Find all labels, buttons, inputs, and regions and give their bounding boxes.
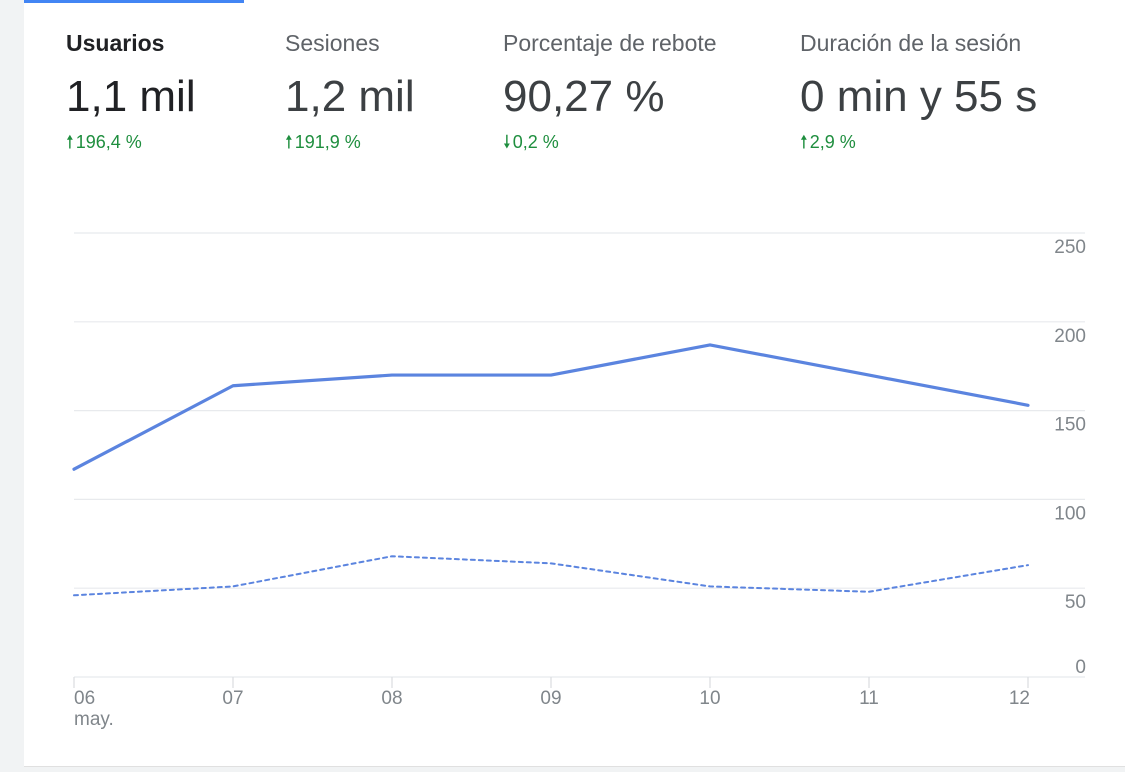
metric-change-value: 196,4 % [75,132,142,152]
arrow-up-icon: 🠕 [66,132,74,152]
metric-value: 1,1 mil [66,72,196,121]
y-tick-label: 250 [1054,237,1086,258]
x-tick-label: 08 [381,688,402,709]
arrow-down-icon: 🠗 [503,132,511,152]
x-tick-sublabel: may. [74,709,114,730]
metric-value: 1,2 mil [285,72,415,121]
metric-change-value: 0,2 % [512,132,559,152]
x-tick-label: 06 [74,688,95,709]
y-tick-label: 150 [1054,415,1086,436]
x-tick-label: 11 [859,688,879,709]
metric-label: Sesiones [285,30,380,56]
metric-label: Usuarios [66,30,165,56]
metric-label: Porcentaje de rebote [503,30,717,56]
y-tick-label: 50 [1065,592,1086,613]
metric-change-value: 2,9 % [809,132,856,152]
x-tick-label: 12 [1009,688,1030,709]
arrow-up-icon: 🠕 [800,132,808,152]
metric-change: 🠕 196,4 % [66,130,142,160]
x-tick-label: 10 [699,688,720,709]
metric-change: 🠕 2,9 % [800,130,856,160]
metric-sesiones[interactable]: Sesiones 1,2 mil 🠕 191,9 % [285,0,485,170]
y-tick-label: 0 [1075,657,1086,678]
overview-card [24,0,1125,767]
metric-change: 🠕 191,9 % [285,130,361,160]
y-tick-label: 200 [1054,326,1086,347]
active-tab-indicator [24,0,244,3]
metric-change: 🠗 0,2 % [503,130,559,160]
metric-change-value: 191,9 % [294,132,361,152]
series-line-dashed [73,555,1029,597]
y-tick-label: 100 [1054,503,1086,524]
arrow-up-icon: 🠕 [285,132,293,152]
series-line-solid [72,343,1030,471]
x-tick-label: 09 [540,688,561,709]
metric-duracion-sesion[interactable]: Duración de la sesión 0 min y 55 s 🠕 2,9 … [800,0,1100,170]
metric-usuarios[interactable]: Usuarios 1,1 mil 🠕 196,4 % [66,0,266,170]
x-tick-label: 07 [222,688,243,709]
metric-label: Duración de la sesión [800,30,1022,56]
metric-value: 0 min y 55 s [800,72,1038,121]
metric-porcentaje-de-rebote[interactable]: Porcentaje de rebote 90,27 % 🠗 0,2 % [503,0,783,170]
metric-value: 90,27 % [503,72,665,121]
